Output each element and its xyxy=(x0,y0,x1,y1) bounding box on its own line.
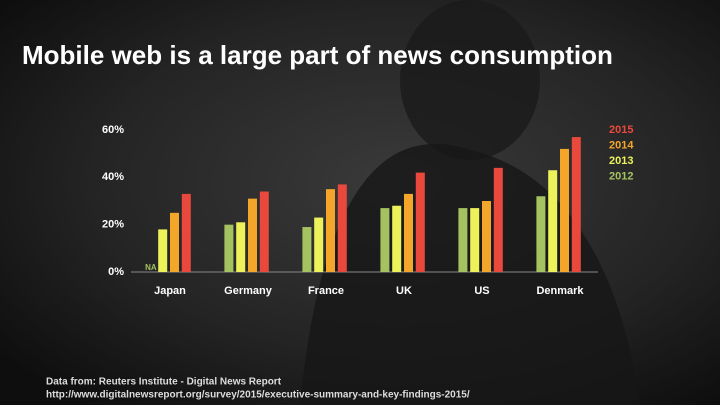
bar xyxy=(380,208,390,272)
bar xyxy=(302,227,312,272)
value-label: NA xyxy=(145,263,157,272)
bar xyxy=(482,201,491,272)
bar xyxy=(259,191,269,272)
x-tick-label: US xyxy=(474,285,489,297)
bar xyxy=(415,172,425,272)
bar xyxy=(181,193,191,272)
chart-title: Mobile web is a large part of news consu… xyxy=(22,40,613,70)
legend-label: 2014 xyxy=(609,139,634,151)
bar xyxy=(404,193,413,272)
x-tick-label: Japan xyxy=(154,285,186,297)
bar xyxy=(236,222,246,272)
x-tick-label: Denmark xyxy=(536,285,584,297)
bar xyxy=(548,170,558,272)
x-tick-label: Germany xyxy=(224,285,273,297)
y-tick-label: 60% xyxy=(102,124,124,136)
bar xyxy=(158,229,168,272)
footnote: http://www.digitalnewsreport.org/survey/… xyxy=(46,390,470,401)
bar xyxy=(326,189,335,272)
bar xyxy=(470,208,480,272)
y-tick-label: 40% xyxy=(102,171,124,183)
footnote: Data from: Reuters Institute - Digital N… xyxy=(46,377,282,388)
x-tick-label: France xyxy=(308,285,344,297)
photo-shape xyxy=(400,0,540,160)
bar xyxy=(337,184,347,272)
bar xyxy=(493,167,503,272)
bar xyxy=(170,212,179,272)
bar xyxy=(560,148,569,272)
bar xyxy=(536,196,546,272)
x-tick-label: UK xyxy=(396,285,412,297)
legend-label: 2013 xyxy=(609,155,633,167)
y-tick-label: 0% xyxy=(108,266,124,278)
legend-label: 2015 xyxy=(609,124,633,136)
bar xyxy=(571,137,581,272)
bar xyxy=(314,217,324,272)
bar xyxy=(224,224,234,272)
bar xyxy=(392,205,402,272)
legend-label: 2012 xyxy=(609,170,633,182)
y-tick-label: 20% xyxy=(102,219,124,231)
bar xyxy=(248,198,257,272)
bar xyxy=(458,208,468,272)
